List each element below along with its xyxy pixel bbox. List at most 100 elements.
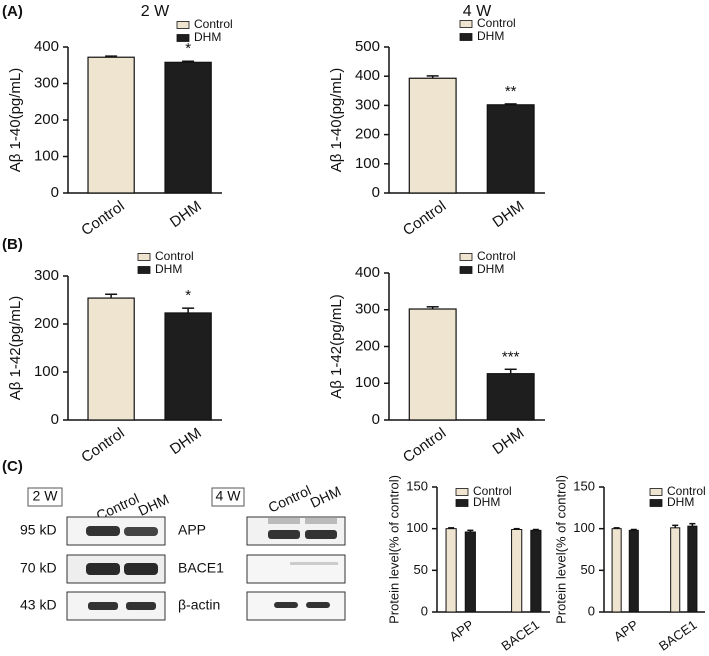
- legend-label: Control: [194, 17, 233, 31]
- y-tick-label: 300: [355, 96, 380, 113]
- y-tick-label: 400: [34, 38, 59, 55]
- y-tick-label: 0: [588, 603, 595, 618]
- y-tick-label: 0: [372, 411, 380, 428]
- y-tick-label: 100: [406, 520, 428, 535]
- y-axis-label: Protein level(% of control): [553, 475, 568, 624]
- y-tick-label: 300: [34, 267, 59, 284]
- bar: [164, 61, 212, 194]
- legend-label: Control: [473, 484, 512, 498]
- legend-swatch: [455, 488, 469, 496]
- legend-swatch: [459, 253, 473, 261]
- x-tick-label: BACE1: [498, 617, 542, 654]
- protein-label: BACE1: [178, 560, 224, 576]
- blot-column: DHM: [136, 491, 172, 519]
- legend-label: DHM: [477, 29, 504, 43]
- legend-swatch: [137, 266, 151, 274]
- blot-label: 4 W: [216, 488, 242, 504]
- y-axis-label: Aβ 1-40(pg/mL): [328, 68, 345, 173]
- y-axis-label: Aβ 1-42(pg/mL): [7, 296, 24, 401]
- legend-label: DHM: [473, 495, 500, 509]
- chart-title: 2 W: [141, 3, 170, 20]
- y-tick-label: 500: [355, 38, 380, 55]
- bar: [486, 104, 535, 194]
- y-tick-label: 400: [355, 264, 380, 281]
- bar: [164, 312, 212, 421]
- y-tick-label: 0: [421, 603, 428, 618]
- legend-label: Control: [667, 484, 706, 498]
- x-tick-label: BACE1: [656, 617, 700, 654]
- y-tick-label: 200: [355, 126, 380, 143]
- y-tick-label: 300: [355, 301, 380, 318]
- panel-label: (A): [2, 3, 23, 20]
- x-tick-label: Control: [400, 198, 449, 240]
- legend-swatch: [137, 253, 151, 261]
- x-tick-label: APP: [447, 617, 477, 644]
- y-tick-label: 150: [406, 478, 428, 493]
- x-tick-label: DHM: [167, 198, 205, 232]
- x-tick-label: DHM: [490, 425, 528, 459]
- legend-swatch: [459, 266, 473, 274]
- bar: [687, 525, 698, 613]
- legend-swatch: [455, 499, 469, 507]
- x-tick-label: Control: [78, 198, 127, 240]
- y-axis-label: Aβ 1-42(pg/mL): [328, 294, 345, 399]
- x-tick-label: APP: [611, 617, 641, 644]
- blot-column: DHM: [308, 483, 344, 511]
- legend-label: DHM: [155, 262, 182, 276]
- chart-title: 4 W: [463, 3, 492, 20]
- y-tick-label: 200: [34, 315, 59, 332]
- y-tick-label: 100: [573, 520, 595, 535]
- legend-swatch: [459, 20, 473, 28]
- y-tick-label: 200: [34, 111, 59, 128]
- significance: *: [185, 287, 191, 304]
- y-tick-label: 50: [581, 562, 595, 577]
- bar: [408, 77, 457, 194]
- x-tick-label: DHM: [490, 198, 528, 232]
- legend-swatch: [649, 499, 663, 507]
- protein-label: β-actin: [178, 597, 220, 613]
- bar: [530, 529, 542, 613]
- blot-2w: [66, 516, 166, 621]
- legend-swatch: [459, 33, 473, 41]
- bar: [670, 527, 681, 613]
- legend-swatch: [649, 488, 663, 496]
- panel-label: (C): [2, 458, 23, 475]
- y-tick-label: 200: [355, 337, 380, 354]
- bar: [611, 528, 622, 613]
- legend-label: DHM: [194, 30, 221, 44]
- legend-swatch: [176, 34, 190, 42]
- significance: **: [505, 83, 517, 100]
- bar: [464, 531, 476, 613]
- y-tick-label: 50: [414, 562, 428, 577]
- y-tick-label: 0: [51, 411, 59, 428]
- x-tick-label: DHM: [167, 425, 205, 459]
- blot-label-box: [27, 487, 63, 507]
- y-tick-label: 0: [51, 184, 59, 201]
- bar: [628, 529, 639, 613]
- legend-label: DHM: [667, 495, 694, 509]
- size-label: 70 kD: [20, 560, 57, 576]
- bar: [408, 308, 457, 421]
- significance: ***: [502, 348, 520, 365]
- y-tick-label: 400: [355, 67, 380, 84]
- y-tick-label: 100: [34, 363, 59, 380]
- blot-label: 2 W: [33, 488, 59, 504]
- bar: [486, 373, 535, 421]
- y-tick-label: 300: [34, 74, 59, 91]
- x-tick-label: Control: [78, 425, 127, 467]
- y-tick-label: 100: [355, 374, 380, 391]
- blot-label-box: [211, 487, 245, 507]
- y-tick-label: 100: [355, 155, 380, 172]
- size-label: 95 kD: [20, 522, 57, 538]
- protein-label: APP: [178, 522, 206, 538]
- legend-label: DHM: [477, 262, 504, 276]
- bar: [87, 56, 135, 194]
- legend-label: Control: [477, 16, 516, 30]
- bar: [87, 297, 135, 421]
- y-tick-label: 0: [372, 184, 380, 201]
- y-axis-label: Aβ 1-40(pg/mL): [7, 68, 24, 173]
- blot-4w: [246, 516, 346, 621]
- panel-label: (B): [2, 236, 23, 253]
- blot-column: Control: [266, 482, 314, 516]
